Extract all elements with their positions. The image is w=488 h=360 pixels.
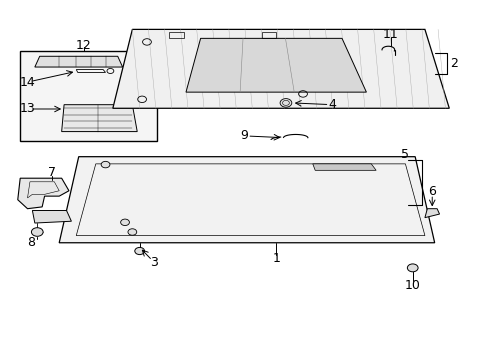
Text: 3: 3 (150, 256, 158, 269)
FancyBboxPatch shape (160, 210, 192, 216)
Text: 5: 5 (401, 148, 408, 161)
Polygon shape (18, 178, 69, 209)
FancyBboxPatch shape (291, 199, 338, 205)
FancyBboxPatch shape (155, 168, 197, 174)
Text: 2: 2 (449, 57, 457, 70)
Polygon shape (185, 39, 366, 92)
Polygon shape (59, 157, 434, 243)
Text: 11: 11 (382, 28, 398, 41)
Text: 14: 14 (20, 76, 35, 89)
FancyBboxPatch shape (286, 214, 324, 220)
Text: 7: 7 (48, 166, 56, 179)
Text: 4: 4 (327, 98, 336, 111)
Polygon shape (61, 105, 137, 132)
Polygon shape (113, 30, 448, 108)
Text: 9: 9 (240, 129, 248, 143)
FancyBboxPatch shape (145, 181, 192, 188)
FancyBboxPatch shape (238, 226, 280, 231)
Circle shape (128, 229, 137, 235)
Polygon shape (424, 209, 439, 218)
Polygon shape (312, 164, 375, 170)
FancyBboxPatch shape (223, 183, 285, 189)
Text: 6: 6 (427, 185, 435, 198)
FancyBboxPatch shape (145, 196, 187, 202)
Text: 10: 10 (404, 279, 420, 292)
Polygon shape (35, 56, 122, 67)
FancyBboxPatch shape (233, 168, 285, 174)
Circle shape (121, 219, 129, 226)
Text: 12: 12 (76, 39, 91, 52)
Circle shape (31, 228, 43, 236)
FancyBboxPatch shape (301, 170, 343, 176)
Circle shape (101, 161, 110, 168)
Text: 8: 8 (27, 236, 35, 249)
Circle shape (135, 247, 144, 255)
Bar (20, 51, 157, 140)
Text: 1: 1 (272, 252, 280, 265)
Text: 13: 13 (20, 103, 35, 116)
Polygon shape (32, 211, 71, 223)
FancyBboxPatch shape (223, 212, 275, 218)
Circle shape (280, 99, 291, 107)
Circle shape (407, 264, 417, 272)
Bar (168, 32, 183, 38)
FancyBboxPatch shape (218, 198, 275, 203)
FancyBboxPatch shape (174, 224, 206, 229)
Bar (261, 32, 276, 38)
FancyBboxPatch shape (301, 185, 347, 191)
